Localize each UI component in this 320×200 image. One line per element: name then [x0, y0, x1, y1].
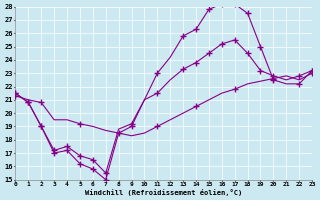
X-axis label: Windchill (Refroidissement éolien,°C): Windchill (Refroidissement éolien,°C) — [85, 189, 242, 196]
